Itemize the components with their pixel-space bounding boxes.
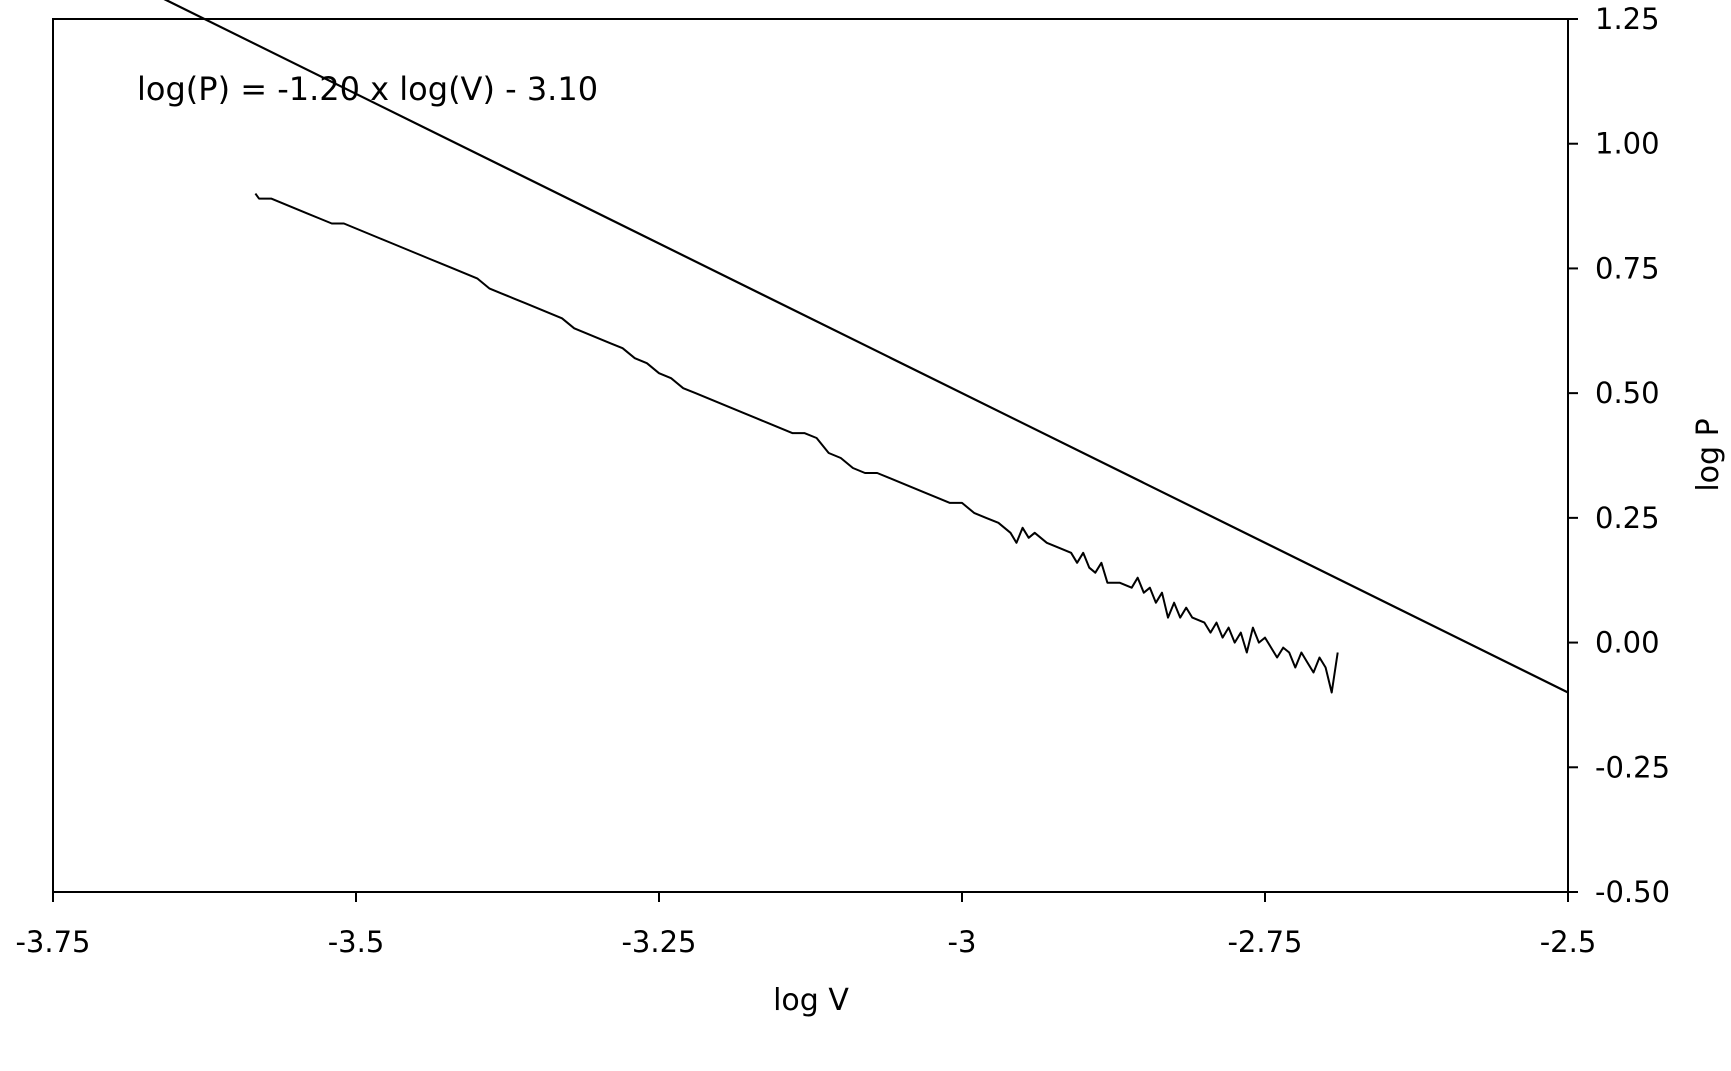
y-axis-title: log P: [1691, 418, 1726, 491]
series-line: [254, 193, 1339, 694]
fit-equation-annotation: log(P) = -1.20 x log(V) - 3.10: [137, 70, 598, 108]
y-axis-ticks: 1.25 1.00 0.75 0.50 0.25 0.00 -0.25 -0.50: [1568, 2, 1670, 909]
x-axis-title: log V: [773, 983, 849, 1018]
x-tick-label: -3.5: [328, 925, 385, 959]
x-tick-label: -3.25: [621, 925, 696, 959]
plot-area-frame: [52, 18, 1569, 893]
x-tick-label: -2.5: [1540, 925, 1597, 959]
fit-line: [163, 0, 1569, 694]
y-tick-label: 0.75: [1595, 251, 1660, 285]
x-tick-label: -3.75: [15, 925, 90, 959]
y-tick-label: 1.00: [1595, 127, 1660, 161]
y-tick-label: -0.25: [1595, 750, 1670, 784]
x-tick-label: -3: [948, 925, 977, 959]
y-tick-label: 0.25: [1595, 501, 1660, 535]
y-tick-label: -0.50: [1595, 875, 1670, 909]
y-tick-label: 0.00: [1595, 626, 1660, 660]
x-axis-ticks: -3.75 -3.5 -3.25 -3 -2.75 -2.5: [15, 892, 1596, 959]
x-tick-label: -2.75: [1227, 925, 1302, 959]
y-tick-label: 0.50: [1595, 376, 1660, 410]
y-tick-label: 1.25: [1595, 2, 1660, 36]
